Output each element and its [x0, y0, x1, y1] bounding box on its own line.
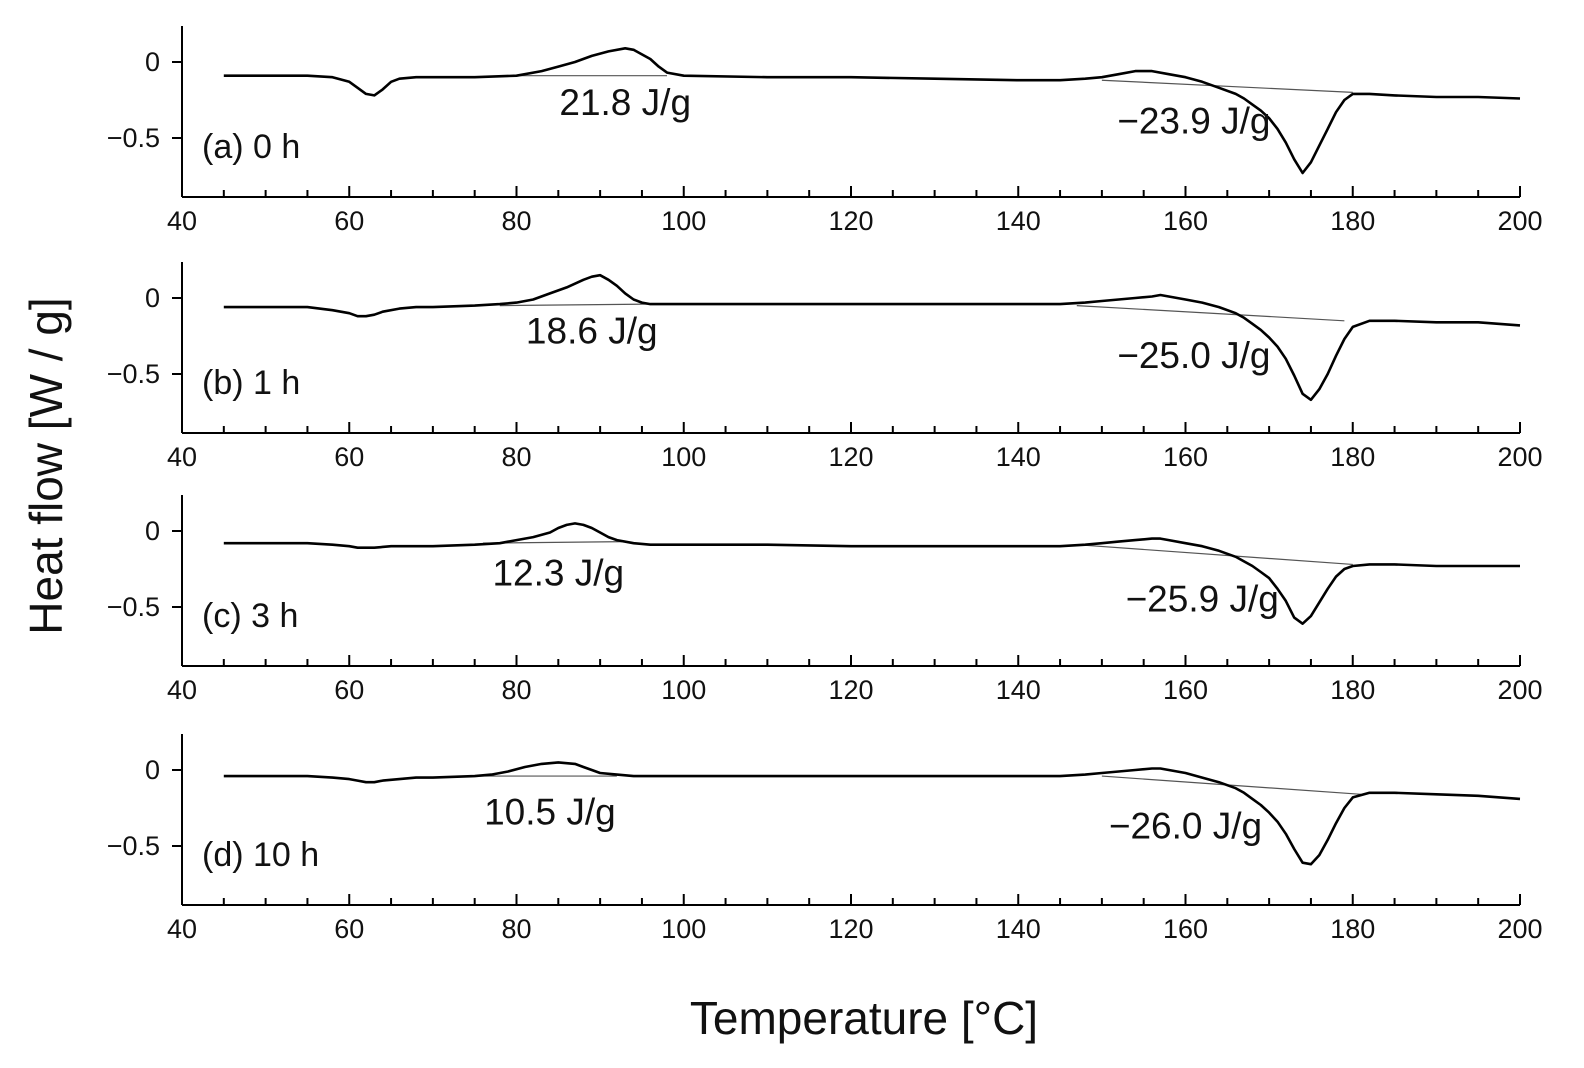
- x-tick-label: 80: [501, 914, 531, 944]
- panel-label: (c) 3 h: [202, 597, 298, 635]
- x-tick-label: 120: [828, 206, 873, 236]
- x-tick-label: 60: [334, 914, 364, 944]
- x-tick-label: 100: [661, 206, 706, 236]
- enthalpy-label: −26.0 J/g: [1109, 805, 1262, 846]
- integration-baseline: [1076, 544, 1353, 566]
- x-tick-label: 120: [828, 675, 873, 705]
- x-tick-label: 200: [1497, 675, 1542, 705]
- integration-baseline: [1101, 79, 1353, 93]
- y-tick-label: −0.5: [107, 123, 160, 153]
- panel-c: 0 −0.5 40 60 80 100 120 140 160 180 200 (c) 3 h 12.3…: [107, 495, 1543, 705]
- dsc-curve: [223, 47, 1521, 175]
- panel-label: (d) 10 h: [202, 836, 319, 874]
- y-tick-label: −0.5: [107, 831, 160, 861]
- dsc-curve: [223, 761, 1521, 866]
- x-tick-label: 100: [661, 675, 706, 705]
- panel-a: 0 −0.5 40 60 80 100 120 140 160 180 200 (a) 0 h 21.8…: [107, 26, 1543, 236]
- enthalpy-label: 12.3 J/g: [492, 553, 624, 594]
- x-tick-label: 200: [1497, 914, 1542, 944]
- x-tick-label: 160: [1163, 442, 1208, 472]
- x-tick-label: 140: [996, 442, 1041, 472]
- x-tick-label: 120: [828, 914, 873, 944]
- x-tick-label: 60: [334, 442, 364, 472]
- integration-baseline: [1076, 305, 1345, 322]
- y-tick-label: 0: [145, 283, 160, 313]
- panels-group: 0 −0.5 40 60 80 100 120 140 160 180 200 (a) 0 h 21.8…: [107, 26, 1543, 944]
- y-tick-label: −0.5: [107, 592, 160, 622]
- x-tick-label: 80: [501, 675, 531, 705]
- x-tick-label: 140: [996, 206, 1041, 236]
- x-tick-label: 80: [501, 442, 531, 472]
- x-tick-label: 180: [1330, 206, 1375, 236]
- panel-label: (b) 1 h: [202, 364, 300, 402]
- dsc-curve: [223, 273, 1521, 402]
- x-tick-label: 180: [1330, 675, 1375, 705]
- x-tick-label: 140: [996, 675, 1041, 705]
- y-tick-label: −0.5: [107, 359, 160, 389]
- x-tick-label: 40: [167, 675, 197, 705]
- integration-baseline: [1101, 775, 1362, 795]
- y-tick-label: 0: [145, 516, 160, 546]
- x-tick-label: 180: [1330, 442, 1375, 472]
- x-tick-label: 120: [828, 442, 873, 472]
- enthalpy-label: 18.6 J/g: [526, 311, 658, 352]
- panel-b: 0 −0.5 40 60 80 100 120 140 160 180 200 (b) 1 h 18.6…: [107, 262, 1543, 472]
- integration-baseline: [499, 303, 651, 307]
- y-axis-title: Heat flow [W / g]: [20, 297, 72, 634]
- x-tick-label: 60: [334, 206, 364, 236]
- x-tick-label: 100: [661, 914, 706, 944]
- panel-d: 0 −0.5 40 60 80 100 120 140 160 180 200 (d) 10 h 10.…: [107, 734, 1543, 944]
- enthalpy-label: 10.5 J/g: [484, 792, 616, 833]
- x-axis-title: Temperature [°C]: [690, 992, 1038, 1044]
- x-tick-label: 40: [167, 914, 197, 944]
- x-tick-label: 80: [501, 206, 531, 236]
- x-tick-label: 100: [661, 442, 706, 472]
- enthalpy-label: 21.8 J/g: [559, 82, 691, 123]
- enthalpy-label: −23.9 J/g: [1117, 100, 1270, 141]
- dsc-curve: [223, 522, 1520, 625]
- enthalpy-label: −25.9 J/g: [1126, 579, 1279, 620]
- x-tick-label: 40: [167, 442, 197, 472]
- y-tick-label: 0: [145, 47, 160, 77]
- x-tick-label: 160: [1163, 675, 1208, 705]
- x-tick-label: 160: [1163, 914, 1208, 944]
- x-tick-label: 140: [996, 914, 1041, 944]
- x-tick-label: 180: [1330, 914, 1375, 944]
- x-tick-label: 60: [334, 675, 364, 705]
- panel-label: (a) 0 h: [202, 128, 300, 166]
- y-tick-label: 0: [145, 755, 160, 785]
- x-tick-label: 200: [1497, 206, 1542, 236]
- x-tick-label: 160: [1163, 206, 1208, 236]
- x-tick-label: 40: [167, 206, 197, 236]
- enthalpy-label: −25.0 J/g: [1117, 335, 1270, 376]
- x-tick-label: 200: [1497, 442, 1542, 472]
